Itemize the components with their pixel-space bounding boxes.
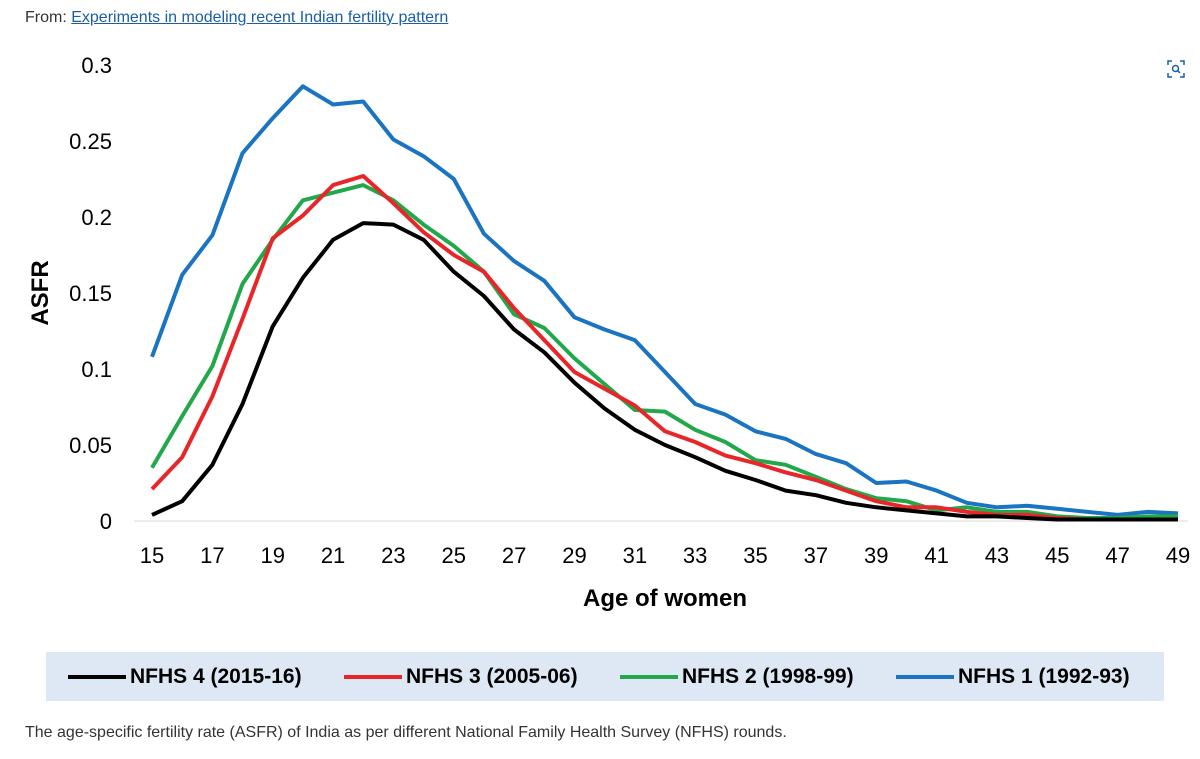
x-tick-label: 37 (804, 543, 828, 568)
legend-item-nfhs3: NFHS 3 (2005-06) (344, 652, 578, 701)
x-tick-label: 43 (985, 543, 1009, 568)
x-tick-label: 17 (200, 543, 224, 568)
series-line-nfhs-4 (151, 221, 1178, 522)
x-tick-label: 15 (140, 543, 164, 568)
y-tick-label: 0.05 (69, 433, 112, 458)
series-line-nfhs-3 (150, 174, 1178, 522)
x-tick-label: 39 (864, 543, 888, 568)
zoom-expand-icon (1167, 60, 1185, 78)
x-tick-label: 41 (924, 543, 948, 568)
legend-item-nfhs4: NFHS 4 (2015-16) (68, 652, 302, 701)
x-tick-label: 19 (260, 543, 284, 568)
x-tick-label: 47 (1105, 543, 1129, 568)
source-article-link[interactable]: Experiments in modeling recent Indian fe… (71, 9, 449, 26)
y-axis-ticks: 0 0.05 0.1 0.15 0.2 0.25 0.3 (69, 53, 112, 534)
y-axis-label: ASFR (27, 260, 54, 325)
legend-swatch-nfhs3 (344, 674, 402, 679)
series-line-nfhs-2 (150, 183, 1178, 520)
legend-item-nfhs2: NFHS 2 (1998-99) (620, 652, 854, 701)
x-tick-label: 35 (743, 543, 767, 568)
legend-label-nfhs4: NFHS 4 (2015-16) (130, 664, 302, 688)
x-tick-label: 31 (623, 543, 647, 568)
x-tick-label: 29 (562, 543, 586, 568)
x-tick-label: 25 (442, 543, 466, 568)
asfr-line-chart: 0 0.05 0.1 0.15 0.2 0.25 0.3 15 17 19 21 23 25 27 29 3… (27, 53, 1190, 612)
legend-label-nfhs1: NFHS 1 (1992-93) (958, 664, 1130, 688)
x-axis-ticks: 15 17 19 21 23 25 27 29 31 33 35 37 39 41 43 45 47 49 (140, 543, 1190, 568)
x-tick-label: 27 (502, 543, 526, 568)
x-tick-label: 23 (381, 543, 405, 568)
x-tick-label: 49 (1166, 543, 1190, 568)
legend-label-nfhs3: NFHS 3 (2005-06) (406, 664, 578, 688)
legend-swatch-nfhs2 (620, 674, 678, 679)
y-tick-label: 0.2 (81, 205, 112, 230)
x-tick-label: 33 (683, 543, 707, 568)
y-tick-label: 0.25 (69, 129, 112, 154)
x-tick-label: 21 (321, 543, 345, 568)
source-prefix: From: (25, 9, 72, 26)
series-lines (150, 84, 1179, 522)
x-tick-label: 45 (1045, 543, 1069, 568)
y-tick-label: 0.1 (81, 357, 112, 382)
legend-swatch-nfhs4 (68, 674, 126, 679)
zoom-expand-button[interactable] (1163, 56, 1189, 82)
y-tick-label: 0.3 (81, 53, 112, 78)
legend-swatch-nfhs1 (896, 674, 954, 679)
figure-caption: The age-specific fertility rate (ASFR) o… (25, 724, 787, 741)
chart-legend: NFHS 4 (2015-16) NFHS 3 (2005-06) NFHS 2… (46, 652, 1164, 701)
legend-label-nfhs2: NFHS 2 (1998-99) (682, 664, 854, 688)
x-axis-label: Age of women (583, 585, 747, 612)
y-tick-label: 0 (100, 509, 112, 534)
legend-item-nfhs1: NFHS 1 (1992-93) (896, 652, 1130, 701)
source-line: From: Experiments in modeling recent Ind… (25, 9, 448, 27)
y-tick-label: 0.15 (69, 281, 112, 306)
series-line-nfhs-1 (150, 84, 1179, 517)
